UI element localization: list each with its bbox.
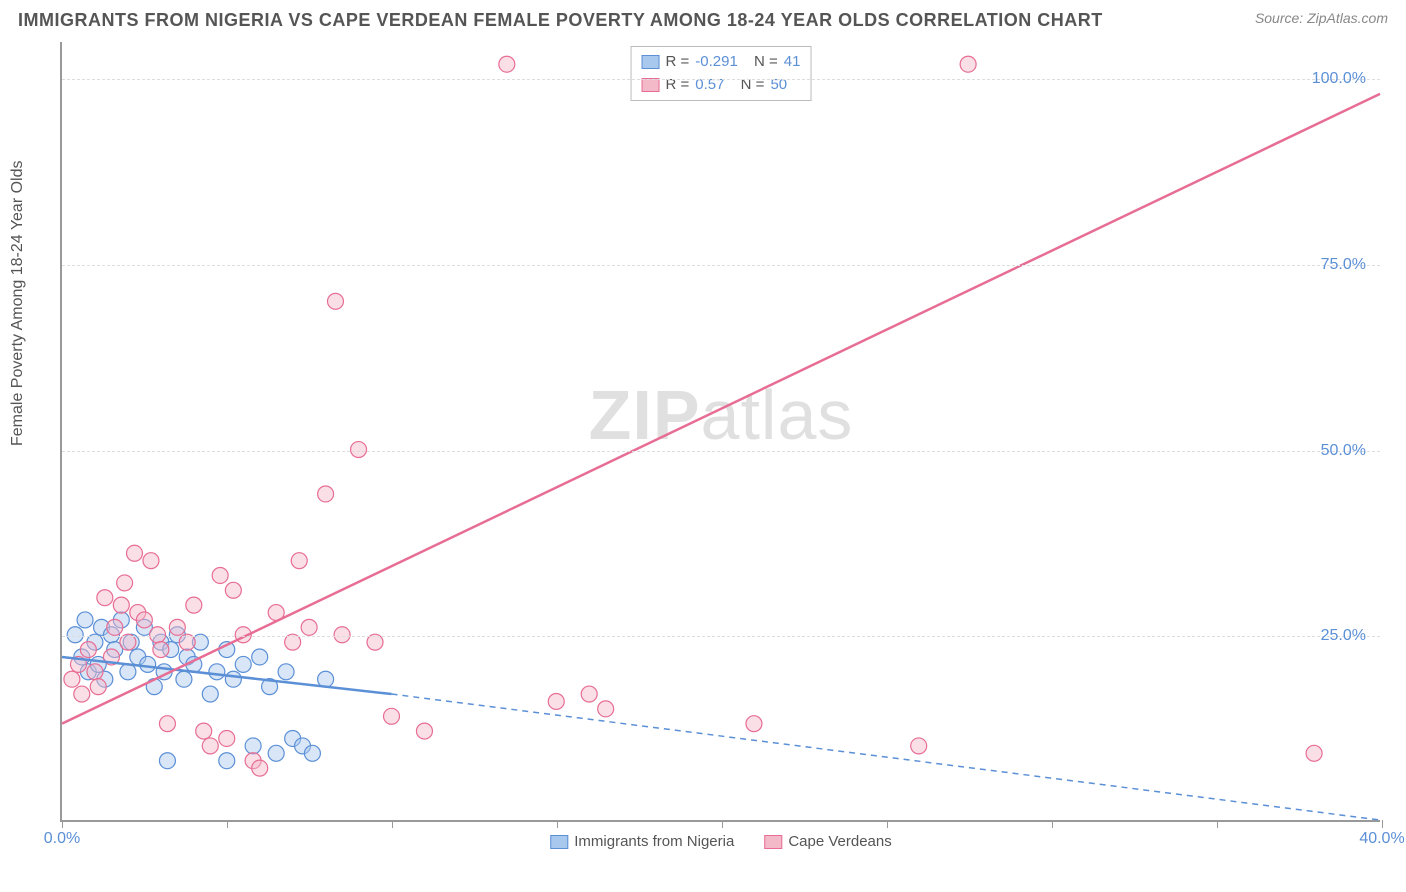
data-point [202,686,218,702]
data-point [97,590,113,606]
x-tick-label: 40.0% [1359,830,1404,848]
data-point [202,738,218,754]
legend-item-nigeria: Immigrants from Nigeria [550,833,734,850]
data-point [245,738,261,754]
n-value-nigeria: 41 [784,51,801,74]
data-point [196,723,212,739]
gridline [62,636,1380,637]
swatch-nigeria [550,835,568,849]
data-point [77,612,93,628]
data-point [304,745,320,761]
data-point [80,642,96,658]
x-tick [1382,820,1383,828]
data-point [74,686,90,702]
data-point [143,553,159,569]
r-label: R = [666,51,690,74]
data-point [318,486,334,502]
data-point [960,56,976,72]
data-point [186,597,202,613]
chart-title: IMMIGRANTS FROM NIGERIA VS CAPE VERDEAN … [18,10,1103,31]
data-point [212,568,228,584]
data-point [107,619,123,635]
legend-series: Immigrants from Nigeria Cape Verdeans [550,833,891,850]
data-point [301,619,317,635]
data-point [327,293,343,309]
data-point [746,716,762,732]
data-point [117,575,133,591]
swatch-capeverdean [764,835,782,849]
legend-stats-row: R = -0.291 N = 41 [642,51,801,74]
data-point [268,745,284,761]
r-value-capeverdean: 0.57 [695,74,724,97]
y-axis-label: Female Poverty Among 18-24 Year Olds [9,161,27,447]
x-tick [1217,820,1218,828]
n-value-capeverdean: 50 [770,74,787,97]
swatch-nigeria [642,55,660,69]
source-label: Source: ZipAtlas.com [1255,10,1388,26]
data-point [581,686,597,702]
data-point [384,708,400,724]
y-tick-label: 75.0% [1321,256,1366,274]
gridline [62,451,1380,452]
data-point [416,723,432,739]
data-point [219,753,235,769]
data-point [153,642,169,658]
data-point [252,760,268,776]
data-point [150,627,166,643]
gridline [62,265,1380,266]
data-point [159,716,175,732]
data-point [209,664,225,680]
legend-item-capeverdean: Cape Verdeans [764,833,891,850]
data-point [127,545,143,561]
data-point [113,597,129,613]
x-tick [557,820,558,828]
data-point [176,671,192,687]
data-point [90,679,106,695]
plot-area: ZIPatlas R = -0.291 N = 41 R = 0.57 N = … [60,42,1380,822]
r-value-nigeria: -0.291 [695,51,738,74]
gridline [62,79,1380,80]
data-point [278,664,294,680]
data-point [87,664,103,680]
y-tick-label: 50.0% [1321,442,1366,460]
data-point [136,612,152,628]
data-point [252,649,268,665]
data-point [911,738,927,754]
data-point [225,671,241,687]
data-point [235,656,251,672]
data-point [291,553,307,569]
data-point [67,627,83,643]
data-point [351,442,367,458]
legend-stats-row: R = 0.57 N = 50 [642,74,801,97]
data-point [225,582,241,598]
n-label: N = [741,74,765,97]
r-label: R = [666,74,690,97]
data-point [219,731,235,747]
data-point [548,693,564,709]
n-label: N = [754,51,778,74]
x-tick [887,820,888,828]
data-point [159,753,175,769]
x-tick-label: 0.0% [44,830,80,848]
chart-svg [62,42,1380,820]
legend-label: Immigrants from Nigeria [574,833,734,850]
legend-stats: R = -0.291 N = 41 R = 0.57 N = 50 [631,46,812,101]
y-tick-label: 25.0% [1321,627,1366,645]
legend-label: Cape Verdeans [788,833,891,850]
data-point [499,56,515,72]
x-tick [1052,820,1053,828]
data-point [1306,745,1322,761]
y-tick-label: 100.0% [1312,70,1366,88]
data-point [169,619,185,635]
regression-line [62,94,1380,724]
data-point [64,671,80,687]
x-tick [722,820,723,828]
x-tick [62,820,63,828]
regression-extension [392,694,1381,820]
data-point [598,701,614,717]
x-tick [392,820,393,828]
data-point [334,627,350,643]
x-tick [227,820,228,828]
data-point [140,656,156,672]
